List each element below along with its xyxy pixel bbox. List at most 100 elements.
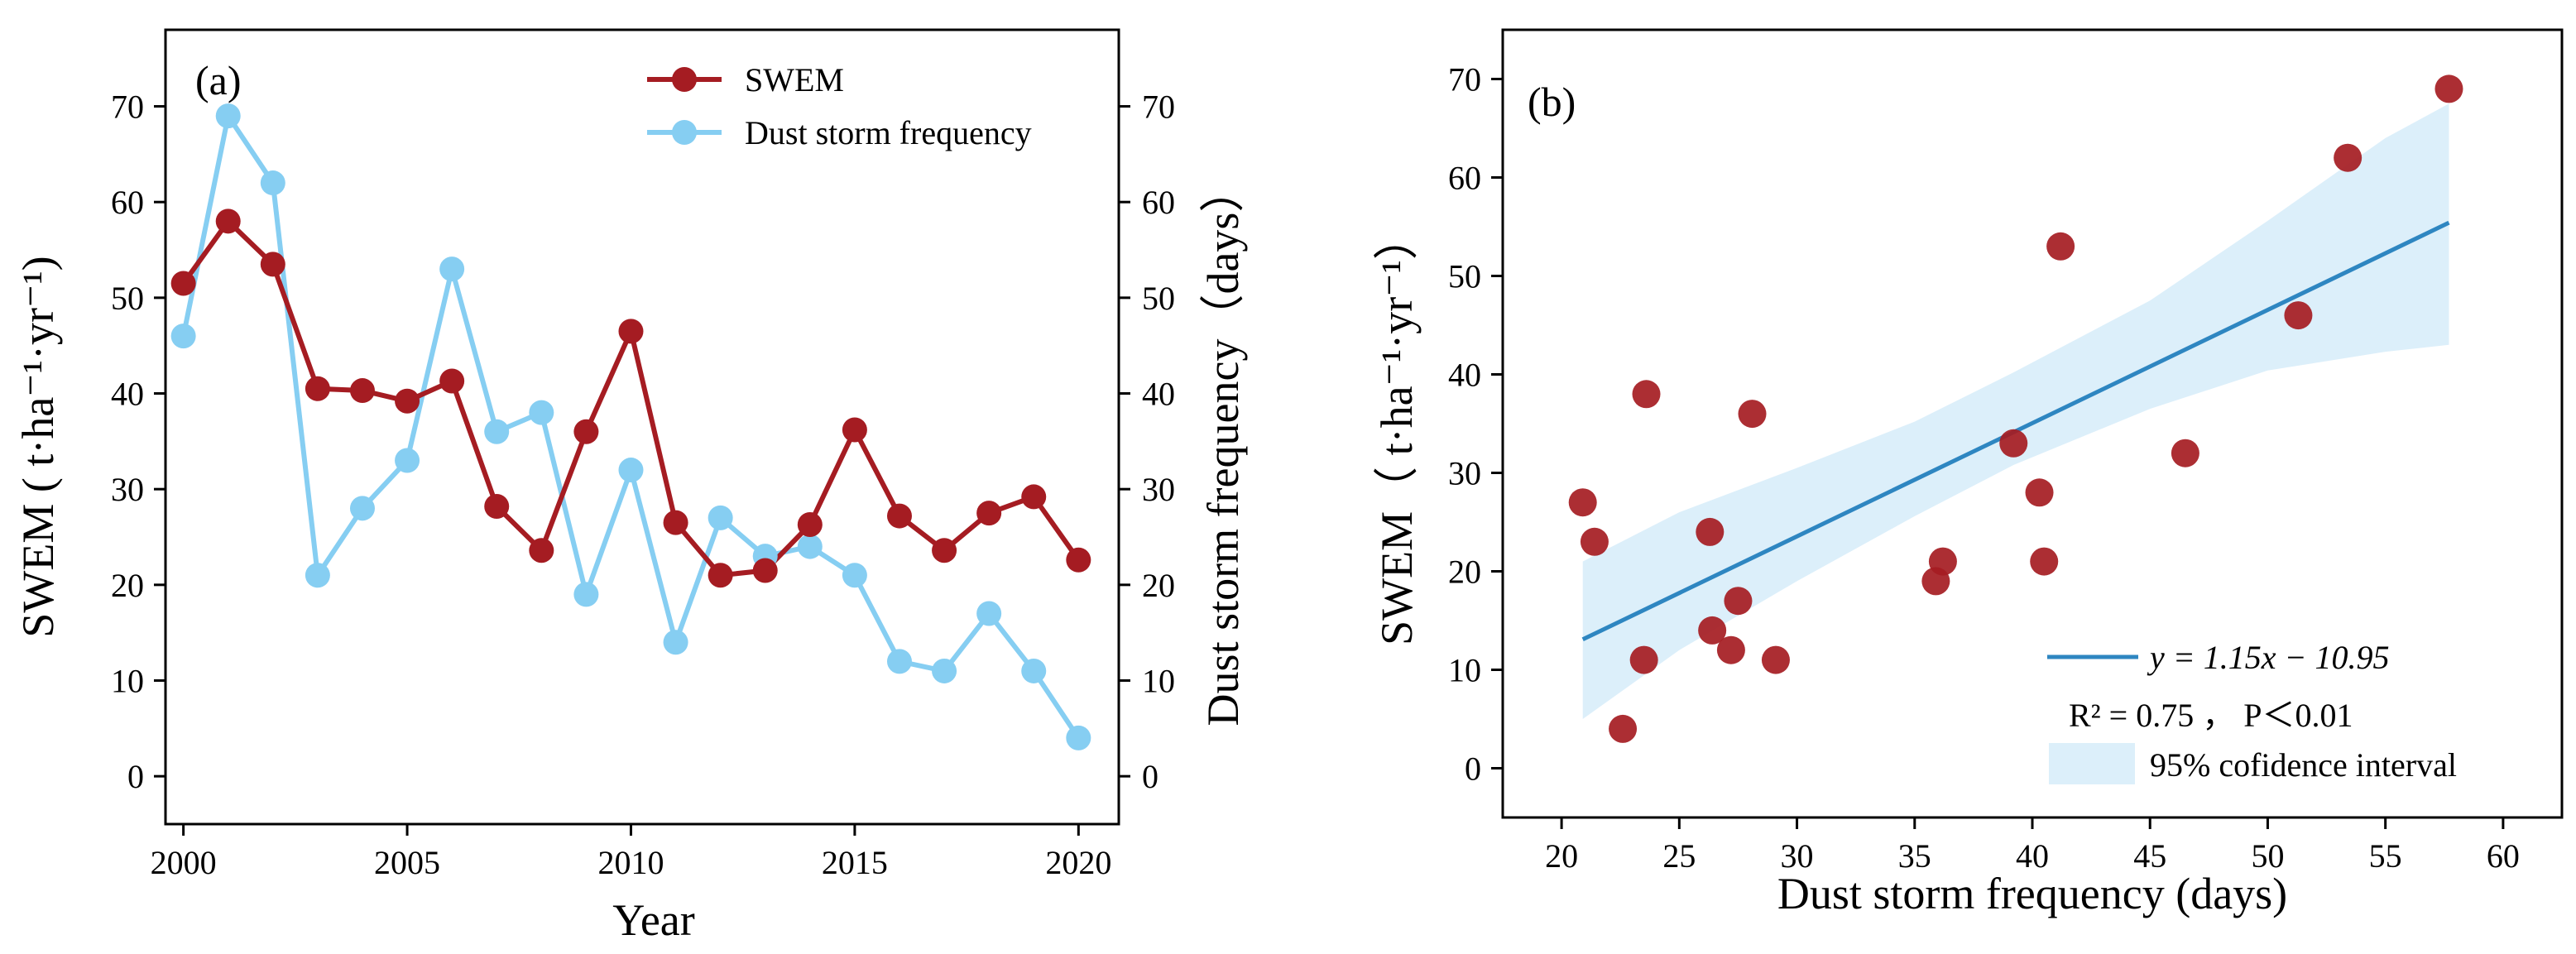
series-swem-point: [349, 378, 375, 404]
panel-b-y-tick-label: 30: [1448, 455, 1481, 492]
series-swem-point: [260, 252, 285, 277]
panel-b-y-tick-label: 50: [1448, 258, 1481, 295]
series-dust-point: [260, 170, 285, 196]
panel-a-x-tick-label: 2010: [597, 844, 664, 881]
scatter-point: [1580, 527, 1609, 556]
series-swem-point: [395, 388, 420, 414]
scatter-point: [1724, 587, 1753, 616]
series-dust-point: [349, 496, 375, 521]
series-dust-point: [618, 458, 644, 483]
scatter-point: [1999, 429, 2028, 458]
series-dust-point: [886, 649, 912, 674]
panel-a-right-y-tick-label: 40: [1142, 376, 1175, 413]
panel-b-x-tick-label: 60: [2487, 837, 2520, 875]
legend-swem-marker: [672, 67, 697, 92]
panel-b-scatter-chart: 20 25 30 35 40 45 50 55 60 0 10 20 30 40 50 60 70 (b) y …: [1372, 28, 2564, 918]
scatter-point: [1698, 616, 1727, 645]
series-dust-point: [305, 563, 330, 588]
series-dust-point: [484, 419, 510, 444]
panel-b-plot-area: [1582, 103, 2449, 719]
series-swem-point: [439, 368, 465, 394]
scatter-point: [2030, 547, 2059, 576]
series-swem-point: [976, 501, 1002, 526]
series-dust-point: [842, 563, 867, 588]
series-dust-line: [180, 113, 1081, 740]
panel-a-right-y-tick-label: 60: [1142, 184, 1175, 221]
panel-a-left-y-tick-label: 70: [111, 89, 144, 126]
series-dust-point: [1021, 658, 1047, 683]
series-swem-point: [797, 511, 823, 537]
series-dust-point: [976, 601, 1002, 626]
panel-b-points: [1568, 74, 2463, 743]
panel-b-legend: y = 1.15x − 10.95 R² = 0.75 ， P＜0.01 95%…: [2047, 639, 2457, 784]
series-dust-point: [529, 400, 554, 425]
panel-b-y-tick-label: 70: [1448, 61, 1481, 98]
panel-b-label: (b): [1528, 79, 1576, 125]
scatter-point: [1568, 488, 1597, 517]
fit-equation: y = 1.15x − 10.95: [2147, 639, 2390, 676]
panel-a-legend: SWEM Dust storm frequency: [647, 61, 1032, 151]
panel-b-y-tick-label: 40: [1448, 357, 1481, 394]
panel-a-series: [170, 103, 1091, 750]
panel-b-x-tick-label: 45: [2133, 837, 2166, 875]
panel-a-right-y-axis-title: Dust storm frequency（days）: [1198, 168, 1248, 726]
panel-b-y-axis-title: SWEM（ t·ha⁻¹·yr⁻¹）: [1372, 215, 1422, 645]
panel-a-right-y-tick-label: 0: [1142, 758, 1158, 795]
series-dust-point: [797, 534, 823, 559]
scatter-point: [1716, 635, 1745, 664]
series-swem-point: [1021, 484, 1047, 510]
scatter-point: [1928, 547, 1957, 576]
panel-b-ticks: 20 25 30 35 40 45 50 55 60 0 10 20 30 40 50 60 70: [1448, 61, 2520, 875]
scatter-point: [1629, 645, 1658, 674]
series-dust-point: [439, 256, 465, 282]
series-swem-point: [752, 558, 778, 583]
series-dust-point: [1066, 725, 1091, 750]
panel-b-x-tick-label: 25: [1662, 837, 1696, 875]
series-dust-point: [395, 448, 420, 473]
series-dust-point: [932, 658, 957, 683]
panel-b-y-tick-label: 10: [1448, 652, 1481, 689]
panel-a-right-y-tick-label: 30: [1142, 471, 1175, 508]
panel-a-left-y-tick-label: 30: [111, 471, 144, 508]
legend-swem-label: SWEM: [745, 61, 844, 98]
scatter-point: [2284, 301, 2313, 330]
series-swem-point: [170, 271, 196, 296]
series-swem-point: [708, 563, 733, 588]
series-swem-point: [484, 494, 510, 519]
scatter-point: [1696, 517, 1725, 546]
panel-b-y-tick-label: 60: [1448, 160, 1481, 197]
panel-a-x-tick-label: 2020: [1045, 844, 1111, 881]
panel-a-x-axis-title: Year: [612, 895, 695, 945]
panel-a-label: (a): [195, 57, 242, 103]
series-dust-point: [215, 103, 241, 129]
series-swem-point: [1066, 547, 1091, 573]
panel-a-right-y-tick-label: 70: [1142, 89, 1175, 126]
scatter-point: [2025, 478, 2054, 507]
panel-a-left-y-tick-label: 50: [111, 280, 144, 317]
panel-a-right-y-tick-label: 50: [1142, 280, 1175, 317]
scatter-point: [2046, 232, 2075, 261]
panel-a-left-y-axis-title: SWEM ( t·ha⁻¹·yr⁻¹): [13, 256, 63, 637]
confidence-band: [1582, 103, 2449, 719]
panel-b-y-tick-label: 20: [1448, 554, 1481, 591]
panel-b-x-tick-label: 20: [1545, 837, 1578, 875]
legend-ci-swatch: [2049, 743, 2135, 784]
panel-a-left-y-tick-label: 10: [111, 663, 144, 700]
legend-dust-label: Dust storm frequency: [745, 114, 1032, 151]
panel-a-x-tick-label: 2000: [151, 844, 217, 881]
series-dust-point: [170, 324, 196, 349]
panel-a-left-y-tick-label: 0: [127, 758, 144, 795]
series-swem-point: [573, 419, 599, 444]
panel-a-left-y-tick-label: 20: [111, 567, 144, 604]
panel-a-left-y-tick-label: 40: [111, 376, 144, 413]
series-dust-point: [573, 582, 599, 607]
scatter-point: [1632, 380, 1661, 409]
series-swem-point: [529, 538, 554, 563]
series-swem-point: [618, 319, 644, 344]
panel-b-x-axis-title: Dust storm frequency (days): [1777, 869, 2287, 918]
series-swem-point: [215, 209, 241, 234]
panel-a-left-y-tick-label: 60: [111, 184, 144, 221]
